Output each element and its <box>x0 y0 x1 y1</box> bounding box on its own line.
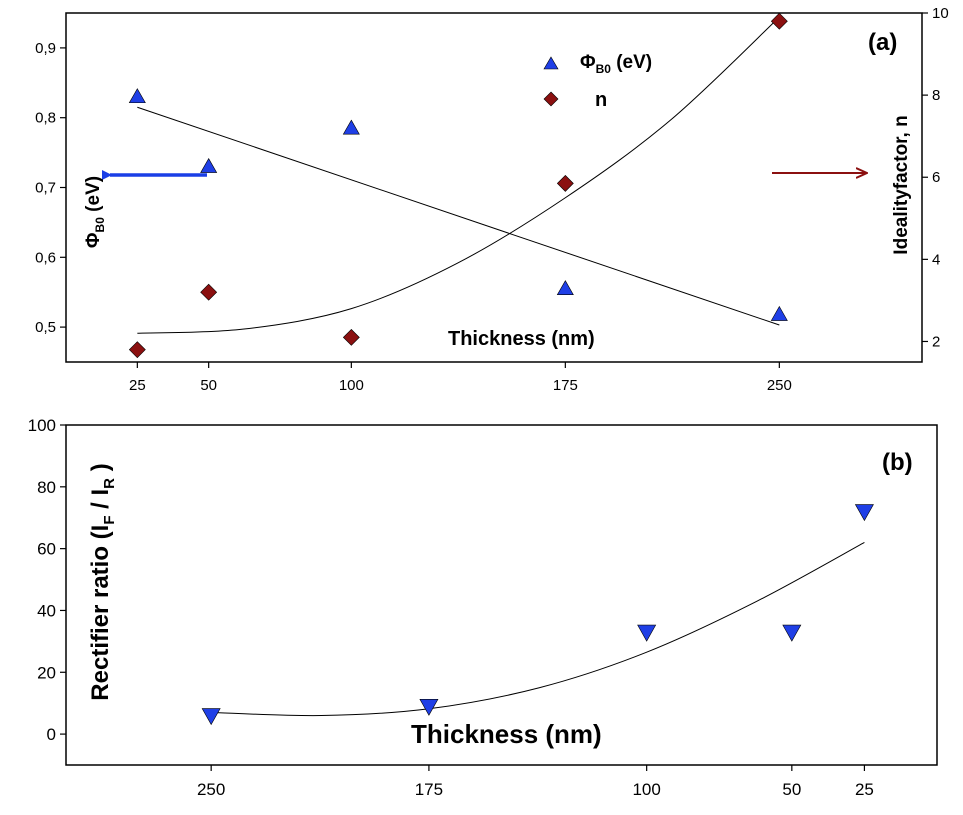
panel-b-y-ticks: 0 20 40 60 80 100 <box>28 416 66 744</box>
a-phi-point <box>128 88 146 104</box>
b-point <box>419 698 439 716</box>
legend-n-marker <box>543 91 559 107</box>
a-phi-point <box>342 119 360 135</box>
a-left-y-tick-label: 0,7 <box>35 180 56 197</box>
b-y-tick-label: 80 <box>37 478 56 497</box>
b-x-tick-label: 25 <box>855 780 874 799</box>
panel-a-right-y-label: Idealityfactor, n <box>891 115 912 254</box>
panel-b-fit-lines <box>211 542 865 717</box>
panel-a-x-title: Thickness (nm) <box>448 328 595 350</box>
b-y-tick-label: 40 <box>37 601 56 620</box>
panel-a: 25 50 100 175 250 0,5 0,6 0,7 0,8 0,9 2 4 6 8 10 (a)… <box>35 5 949 394</box>
a-right-y-tick-label: 2 <box>932 333 940 350</box>
b-x-tick-label: 175 <box>415 780 443 799</box>
a-left-y-tick-label: 0,9 <box>35 40 56 57</box>
b-point <box>782 624 802 642</box>
panel-a-right-y-ticks: 2 4 6 8 10 <box>922 5 949 350</box>
a-x-tick-label: 25 <box>129 377 146 394</box>
a-left-y-tick-label: 0,6 <box>35 249 56 266</box>
a-x-tick-label: 250 <box>767 377 792 394</box>
a-n-point <box>556 174 574 192</box>
b-point <box>201 708 221 726</box>
b-y-tick-label: 20 <box>37 663 56 682</box>
panel-b-label: (b) <box>882 449 913 476</box>
panel-b-x-title: Thickness (nm) <box>411 719 602 749</box>
a-phi-point <box>556 280 574 296</box>
a-phi-point <box>200 157 218 173</box>
panel-b: 250 175 100 50 25 0 20 40 60 80 100 (b) Thickness… <box>28 416 938 799</box>
b-x-tick-label: 250 <box>197 780 225 799</box>
a-x-tick-label: 50 <box>200 377 217 394</box>
a-right-y-tick-label: 6 <box>932 169 940 186</box>
panel-a-frame <box>65 12 923 363</box>
panel-b-y-label: Rectifier ratio (IF / IR ) <box>87 463 118 700</box>
b-y-tick-label: 100 <box>28 416 56 435</box>
panel-a-legend: ΦB0 (eV) n <box>543 52 652 111</box>
a-right-y-tick-label: 4 <box>932 251 940 268</box>
a-x-tick-label: 175 <box>553 377 578 394</box>
legend-n-label: n <box>595 89 607 111</box>
b-x-tick-label: 50 <box>782 780 801 799</box>
a-left-y-tick-label: 0,8 <box>35 110 56 127</box>
a-right-y-tick-label: 10 <box>932 5 949 22</box>
panel-a-fit-lines <box>137 16 780 334</box>
panel-a-left-y-label: ΦB0 (eV) <box>83 176 107 248</box>
panel-a-label: (a) <box>868 29 897 56</box>
panel-b-points <box>201 504 874 726</box>
b-point <box>854 504 874 522</box>
panel-b-x-ticks: 250 175 100 50 25 <box>197 765 874 799</box>
a-fit-line-n <box>137 16 780 334</box>
panel-b-frame <box>65 424 938 766</box>
panel-a-x-ticks: 25 50 100 175 250 <box>129 362 792 394</box>
legend-phi-label: ΦB0 (eV) <box>580 52 652 76</box>
a-n-point <box>770 12 788 30</box>
b-x-tick-label: 100 <box>632 780 660 799</box>
a-phi-point <box>770 305 788 321</box>
a-n-point <box>200 283 218 301</box>
legend-phi-marker <box>543 56 559 70</box>
b-y-tick-label: 0 <box>47 725 56 744</box>
panel-a-left-y-ticks: 0,5 0,6 0,7 0,8 0,9 <box>35 40 66 336</box>
a-fit-line-phi <box>137 106 780 326</box>
b-y-tick-label: 60 <box>37 540 56 559</box>
a-x-tick-label: 100 <box>339 377 364 394</box>
a-n-point <box>128 341 146 359</box>
b-point <box>637 624 657 642</box>
a-left-y-tick-label: 0,5 <box>35 319 56 336</box>
panel-a-points <box>128 12 788 359</box>
b-fit-line <box>211 542 865 717</box>
a-right-y-tick-label: 8 <box>932 87 940 104</box>
a-n-point <box>342 328 360 346</box>
